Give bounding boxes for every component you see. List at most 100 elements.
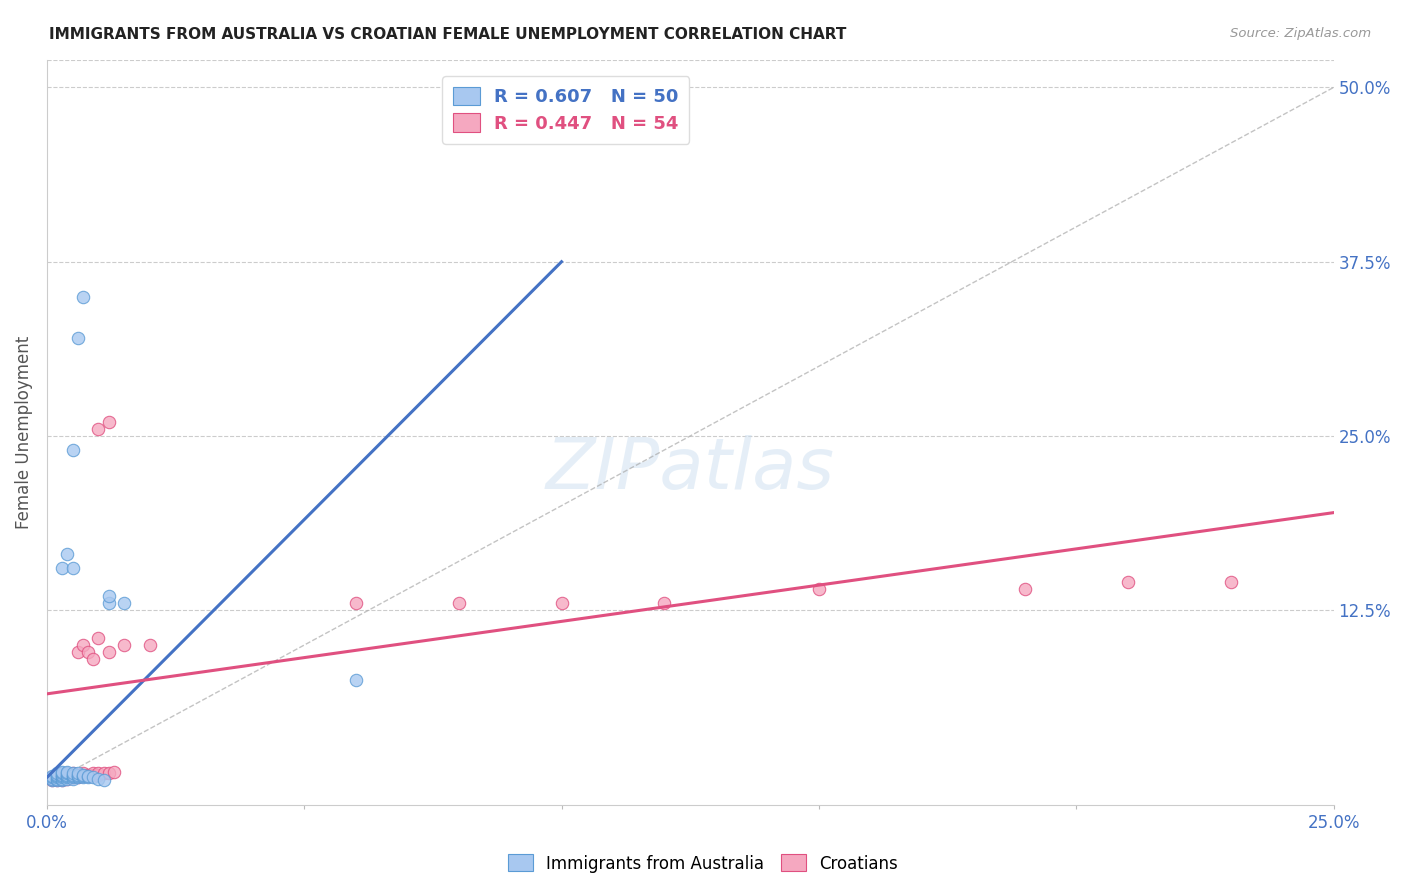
Point bbox=[97, 415, 120, 429]
Point bbox=[51, 561, 73, 575]
Point bbox=[46, 772, 69, 786]
Point bbox=[82, 766, 104, 780]
Point bbox=[46, 773, 69, 788]
Point bbox=[46, 769, 69, 783]
Point bbox=[72, 768, 94, 782]
Point bbox=[97, 589, 120, 603]
Point bbox=[77, 645, 100, 659]
Point bbox=[139, 638, 162, 652]
Point bbox=[41, 769, 63, 783]
Point bbox=[82, 652, 104, 666]
Point bbox=[112, 596, 135, 610]
Point bbox=[66, 766, 89, 780]
Point bbox=[654, 596, 676, 610]
Point bbox=[66, 768, 89, 782]
Text: ZIPatlas: ZIPatlas bbox=[546, 435, 835, 504]
Point bbox=[41, 773, 63, 788]
Point bbox=[72, 769, 94, 783]
Point bbox=[62, 769, 84, 783]
Point bbox=[87, 768, 110, 782]
Point bbox=[41, 773, 63, 788]
Point bbox=[93, 766, 115, 780]
Point bbox=[62, 442, 84, 457]
Point bbox=[51, 773, 73, 788]
Point bbox=[87, 422, 110, 436]
Point bbox=[51, 768, 73, 782]
Point bbox=[56, 769, 79, 783]
Point bbox=[41, 772, 63, 786]
Point bbox=[56, 771, 79, 785]
Point bbox=[62, 768, 84, 782]
Point bbox=[62, 769, 84, 783]
Point bbox=[51, 764, 73, 779]
Point bbox=[62, 771, 84, 785]
Point bbox=[66, 645, 89, 659]
Point bbox=[344, 673, 367, 687]
Point bbox=[72, 289, 94, 303]
Point bbox=[46, 773, 69, 788]
Point bbox=[103, 764, 125, 779]
Point bbox=[87, 631, 110, 645]
Point bbox=[46, 769, 69, 783]
Point bbox=[46, 766, 69, 780]
Point bbox=[1116, 575, 1139, 590]
Point bbox=[56, 548, 79, 562]
Point bbox=[447, 596, 470, 610]
Point bbox=[41, 772, 63, 786]
Point bbox=[344, 596, 367, 610]
Point bbox=[97, 596, 120, 610]
Point bbox=[46, 771, 69, 785]
Point bbox=[66, 768, 89, 782]
Point bbox=[56, 772, 79, 786]
Point bbox=[51, 769, 73, 783]
Point bbox=[51, 772, 73, 786]
Y-axis label: Female Unemployment: Female Unemployment bbox=[15, 336, 32, 529]
Point bbox=[66, 771, 89, 785]
Point bbox=[93, 773, 115, 788]
Point bbox=[46, 771, 69, 785]
Point bbox=[72, 638, 94, 652]
Point bbox=[56, 766, 79, 780]
Point bbox=[82, 768, 104, 782]
Point bbox=[1219, 575, 1241, 590]
Point bbox=[62, 766, 84, 780]
Point bbox=[77, 771, 100, 785]
Point bbox=[51, 771, 73, 785]
Point bbox=[51, 768, 73, 782]
Point bbox=[87, 766, 110, 780]
Point bbox=[77, 768, 100, 782]
Point bbox=[66, 769, 89, 783]
Point bbox=[46, 768, 69, 782]
Point bbox=[97, 645, 120, 659]
Point bbox=[62, 772, 84, 786]
Point bbox=[82, 771, 104, 785]
Point bbox=[87, 772, 110, 786]
Point bbox=[51, 766, 73, 780]
Point bbox=[62, 771, 84, 785]
Point bbox=[62, 561, 84, 575]
Point bbox=[51, 769, 73, 783]
Legend: R = 0.607   N = 50, R = 0.447   N = 54: R = 0.607 N = 50, R = 0.447 N = 54 bbox=[441, 76, 689, 144]
Point bbox=[77, 769, 100, 783]
Point bbox=[97, 766, 120, 780]
Text: IMMIGRANTS FROM AUSTRALIA VS CROATIAN FEMALE UNEMPLOYMENT CORRELATION CHART: IMMIGRANTS FROM AUSTRALIA VS CROATIAN FE… bbox=[49, 27, 846, 42]
Point bbox=[66, 771, 89, 785]
Point bbox=[56, 772, 79, 786]
Point bbox=[550, 596, 572, 610]
Point bbox=[56, 766, 79, 780]
Point bbox=[72, 768, 94, 782]
Legend: Immigrants from Australia, Croatians: Immigrants from Australia, Croatians bbox=[502, 847, 904, 880]
Point bbox=[66, 769, 89, 783]
Point bbox=[77, 769, 100, 783]
Point bbox=[46, 772, 69, 786]
Point bbox=[56, 771, 79, 785]
Point bbox=[1014, 582, 1036, 597]
Point bbox=[41, 771, 63, 785]
Point bbox=[66, 331, 89, 345]
Point bbox=[807, 582, 830, 597]
Point bbox=[72, 771, 94, 785]
Point bbox=[56, 768, 79, 782]
Point bbox=[112, 638, 135, 652]
Point bbox=[56, 764, 79, 779]
Point bbox=[62, 768, 84, 782]
